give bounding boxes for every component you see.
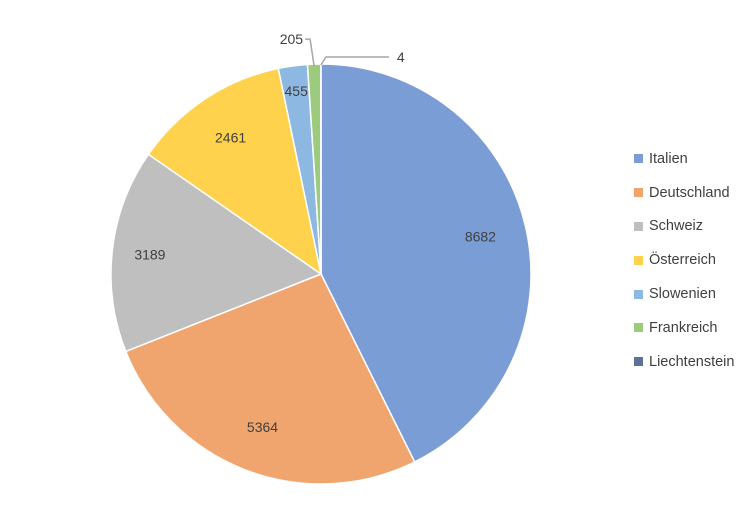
legend-swatch [634,255,643,265]
legend-item-schweiz: Schweiz [634,210,734,244]
legend-swatch [634,289,643,299]
legend-item-liechtenstein: Liechtenstein [634,345,734,379]
pie-slice-deutschland [124,273,416,485]
legend-label: Österreich [649,252,716,269]
data-label-liechtenstein: 4 [397,49,405,65]
legend-label: Schweiz [649,218,703,235]
legend-item-deutschland: Deutschland [634,176,734,210]
legend-label: Slowenien [649,286,716,303]
data-label-slowenien: 455 [285,83,309,99]
data-label-italien: 8682 [465,229,496,245]
data-label-schweiz: 3189 [134,246,165,262]
pie-slice-schweiz [110,153,323,353]
leader-line-liechtenstein [320,56,389,66]
legend-swatch [634,188,643,198]
pie-slice-italien [320,63,532,463]
legend-item-slowenien: Slowenien [634,277,734,311]
legend-swatch [634,323,643,333]
data-label-frankreich: 205 [280,31,304,47]
legend-swatch [634,357,643,367]
legend-item-frankreich: Frankreich [634,311,734,345]
data-label-oesterreich: 2461 [215,129,246,145]
legend-item-oesterreich: Österreich [634,243,734,277]
legend-swatch [634,154,643,164]
pie-slice-oesterreich [147,67,323,276]
legend-label: Italien [649,150,688,167]
legend-swatch [634,221,643,231]
legend-label: Liechtenstein [649,353,735,370]
legend-item-italien: Italien [634,142,734,176]
data-label-deutschland: 5364 [247,419,278,435]
leader-line-frankreich [305,38,315,67]
chart-legend: Italien Deutschland Schweiz Österreich Slowe… [634,142,734,379]
legend-label: Frankreich [649,319,718,336]
legend-label: Deutschland [649,184,730,201]
